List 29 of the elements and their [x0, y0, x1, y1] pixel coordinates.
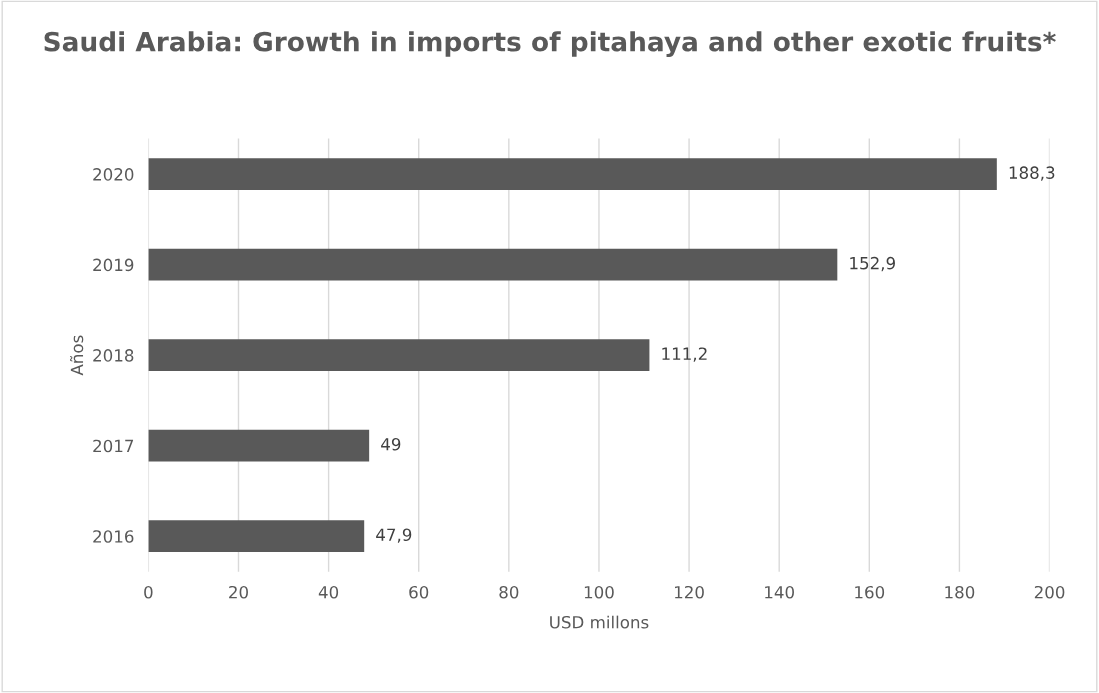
bar — [148, 429, 370, 462]
data-label: 47,9 — [376, 528, 412, 543]
x-tick-label: 0 — [144, 585, 153, 599]
x-tick-label: 120 — [675, 585, 704, 599]
data-label: 152,9 — [850, 256, 895, 272]
y-tick-label: 2020 — [93, 168, 134, 181]
y-axis-title: Años — [70, 335, 84, 376]
bar — [148, 248, 838, 281]
x-tick-label: 160 — [855, 585, 885, 599]
y-tick-label: 2019 — [93, 258, 134, 272]
x-tick-label: 60 — [409, 585, 429, 599]
data-label: 111,2 — [662, 347, 707, 362]
bar — [148, 158, 997, 190]
x-tick-label: 140 — [765, 585, 794, 599]
y-tick-label: 2016 — [93, 530, 134, 543]
x-tick-label: 20 — [229, 585, 248, 599]
data-label: 49 — [381, 437, 401, 451]
y-tick-label: 2017 — [93, 439, 134, 453]
x-tick-label: 40 — [318, 585, 339, 599]
x-tick-label: 180 — [945, 585, 975, 599]
x-axis-title: USD millons — [550, 615, 649, 629]
x-tick-label: 80 — [499, 585, 519, 599]
y-tick-label: 2018 — [93, 349, 134, 362]
bar — [148, 520, 365, 553]
chart-title: Saudi Arabia: Growth in imports of pitahaya and other exotic fruits* — [44, 31, 1056, 57]
bar — [148, 339, 650, 371]
x-tick-label: 200 — [1034, 585, 1065, 599]
data-label: 188,3 — [1009, 166, 1055, 181]
x-tick-label: 100 — [584, 585, 614, 599]
